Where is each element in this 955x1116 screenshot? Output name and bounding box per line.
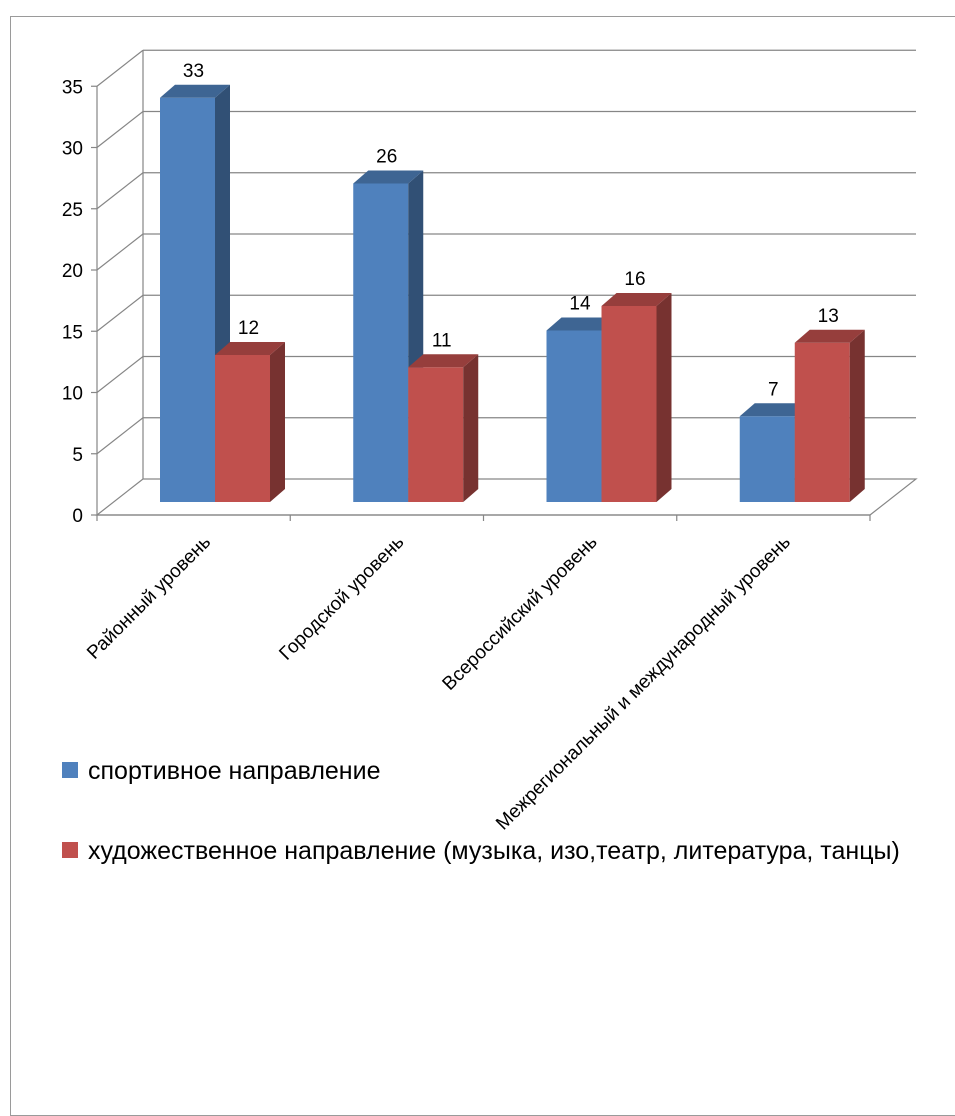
y-tick-label: 15 xyxy=(62,322,83,343)
bar-top-2-3 xyxy=(601,293,672,306)
category-label-2: Городской уровень xyxy=(275,532,408,665)
gridline-side xyxy=(96,111,144,148)
y-tick-label: 5 xyxy=(72,445,83,466)
gridline-side xyxy=(96,172,144,210)
gridline-side xyxy=(96,417,144,455)
legend-swatch-series-2 xyxy=(62,842,78,858)
gridline-side xyxy=(96,356,144,393)
legend-swatch-series-1 xyxy=(62,762,78,778)
gridline-side xyxy=(96,49,144,87)
bar-side-2-2 xyxy=(463,354,479,502)
bar-2-2 xyxy=(408,367,464,502)
bar-top-2-4 xyxy=(794,329,865,343)
legend-label-series-1: спортивное направление xyxy=(88,757,381,785)
bar-side-2-4 xyxy=(849,329,865,502)
data-label-2-2: 11 xyxy=(432,330,452,351)
bar-2-1 xyxy=(215,355,270,502)
category-label-1: Районный уровень xyxy=(83,532,215,664)
y-tick-label: 10 xyxy=(62,384,83,405)
bar-top-1-2 xyxy=(353,170,424,184)
bar-side-2-3 xyxy=(656,293,672,502)
bar-top-2-2 xyxy=(408,354,479,368)
bar-top-1-4 xyxy=(739,403,810,417)
bar-top-1-1 xyxy=(160,84,230,98)
y-tick-label: 25 xyxy=(62,200,83,221)
bar-1-3 xyxy=(546,330,602,502)
y-tick-label: 0 xyxy=(72,506,83,527)
gridline-side xyxy=(96,294,144,332)
data-label-1-2: 26 xyxy=(376,147,397,168)
bar-1-1 xyxy=(160,97,215,502)
y-tick-label: 20 xyxy=(62,261,83,282)
data-labels: 33 12 26 11 14 16 7 13 xyxy=(183,61,839,401)
bar-2-4 xyxy=(794,342,850,502)
y-tick-label: 35 xyxy=(62,77,83,98)
data-label-2-3: 16 xyxy=(624,269,645,290)
bar-top-2-1 xyxy=(215,342,285,355)
legend-item-series-2: художественное направление (музыка, изо,… xyxy=(62,832,942,870)
data-label-2-1: 12 xyxy=(238,318,259,339)
data-label-1-3: 14 xyxy=(569,294,591,315)
x-axis xyxy=(96,514,871,521)
bar-2-3 xyxy=(601,306,657,502)
category-label-3: Всероссийский уровень xyxy=(439,532,602,695)
gridline-side xyxy=(96,233,144,271)
data-label-1-4: 7 xyxy=(768,379,779,400)
gridlines xyxy=(96,49,916,455)
bar-top-1-3 xyxy=(546,317,617,331)
data-label-1-1: 33 xyxy=(183,61,204,82)
bar-side-2-1 xyxy=(270,342,285,502)
bar-1-4 xyxy=(739,416,795,502)
legend-label-series-2: художественное направление (музыка, изо,… xyxy=(88,837,900,865)
bar-1-2 xyxy=(353,183,409,502)
y-axis: 0 5 10 15 20 25 30 35 xyxy=(62,77,98,527)
legend-item-series-1: спортивное направление xyxy=(62,752,942,790)
bars xyxy=(160,84,865,502)
y-tick-label: 30 xyxy=(62,139,83,160)
data-label-2-4: 13 xyxy=(818,306,839,327)
